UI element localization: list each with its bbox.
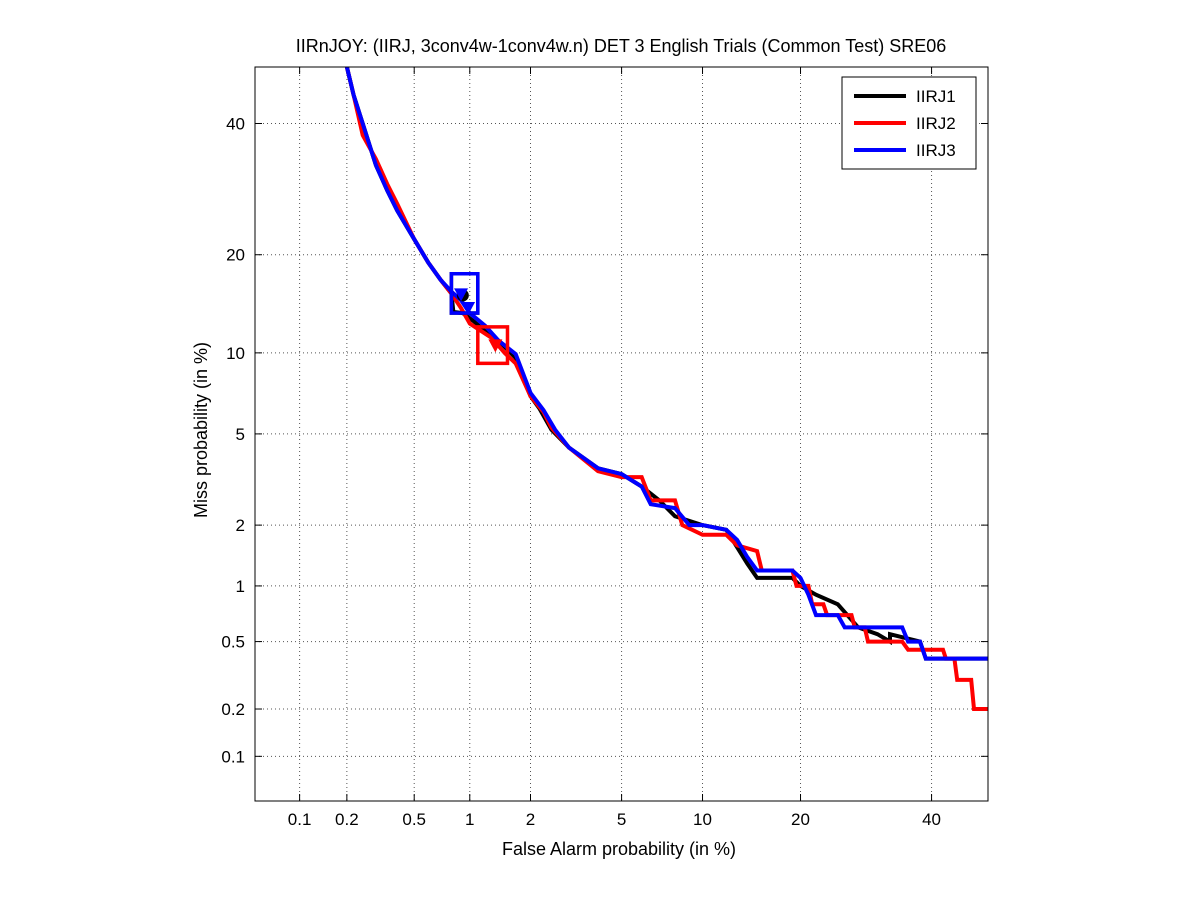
y-tick-label: 40 — [226, 115, 245, 134]
x-tick-label: 5 — [617, 810, 626, 829]
plot-frame — [254, 66, 989, 802]
x-tick-label: 0.5 — [402, 810, 426, 829]
series-lines — [344, 67, 988, 711]
y-tick-label: 10 — [226, 344, 245, 363]
marker-iirj3 — [461, 301, 476, 315]
y-tick-label: 0.1 — [221, 747, 245, 766]
x-tick-label: 0.1 — [288, 810, 312, 829]
operating-point-markers — [449, 271, 510, 366]
y-tick-label: 2 — [236, 516, 245, 535]
x-axis-label: False Alarm probability (in %) — [502, 839, 736, 859]
y-tick-label: 20 — [226, 246, 245, 265]
legend-label-iirj2: IIRJ2 — [916, 114, 956, 133]
x-tick-label: 1 — [465, 810, 474, 829]
y-tick-label: 0.2 — [221, 700, 245, 719]
operating-box-iirj2 — [476, 325, 510, 366]
legend: IIRJ1 IIRJ2 IIRJ3 — [841, 76, 977, 170]
operating-box-iirj3 — [449, 271, 480, 315]
marker-iirj3 — [454, 288, 469, 302]
ticks: 0.1 0.2 0.5 1 2 5 10 20 40 0.1 0.2 0.5 1 2 5 10 20 40 — [221, 67, 988, 829]
x-tick-label: 20 — [791, 810, 810, 829]
marker-iirj2 — [488, 339, 503, 353]
y-axis-label: Miss probability (in %) — [191, 342, 211, 518]
x-tick-label: 0.2 — [335, 810, 359, 829]
legend-label-iirj3: IIRJ3 — [916, 141, 956, 160]
y-tick-label: 5 — [236, 425, 245, 444]
x-tick-label: 40 — [922, 810, 941, 829]
x-tick-label: 10 — [693, 810, 712, 829]
legend-label-iirj1: IIRJ1 — [916, 87, 956, 106]
y-tick-label: 0.5 — [221, 633, 245, 652]
y-tick-label: 1 — [236, 577, 245, 596]
series-line-iirj3 — [344, 67, 988, 661]
chart-title: IIRnJOY: (IIRJ, 3conv4w-1conv4w.n) DET 3… — [296, 36, 947, 56]
x-tick-label: 2 — [526, 810, 535, 829]
